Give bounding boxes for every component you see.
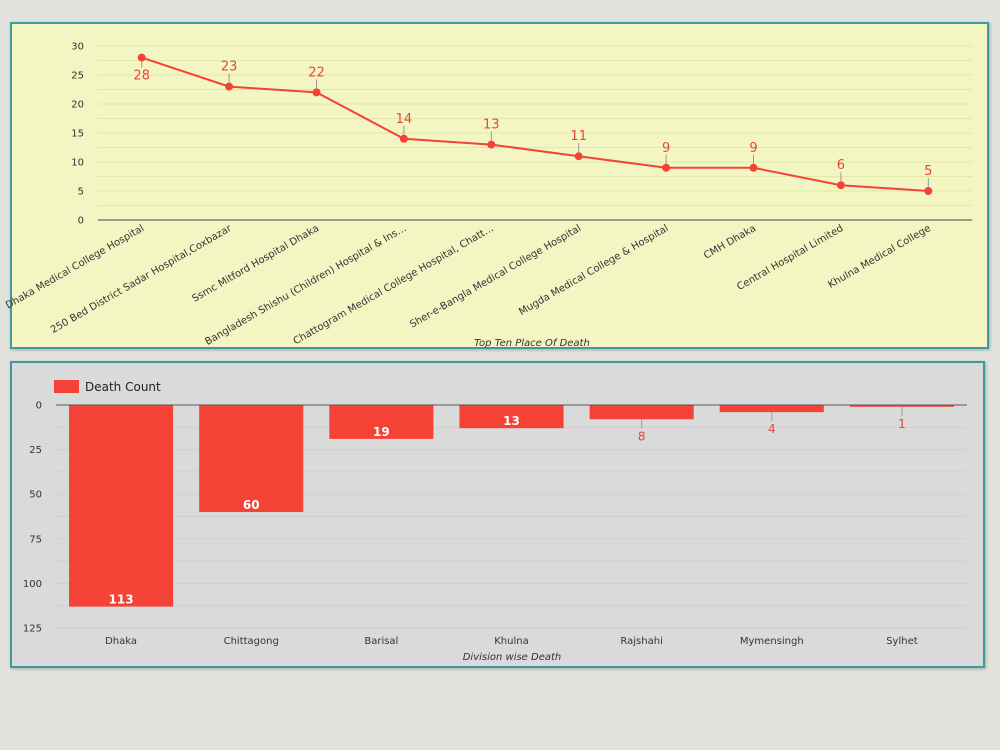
y-tick-label: 0 [78, 216, 84, 227]
data-point[interactable] [487, 140, 496, 149]
data-label: 23 [221, 60, 238, 75]
y-tick-label: 20 [71, 100, 84, 111]
bar-series [69, 405, 954, 607]
top-places-chart-panel: 0 5 10 15 20 25 30 28 23 22 14 13 11 9 9 6 5 Dhaka Medi… [4, 22, 989, 349]
x-category-label: Chittagong [224, 636, 279, 647]
bar-y-axis: 0 25 50 75 100 125 [23, 401, 42, 635]
x-category-label: Khulna [494, 636, 528, 647]
bar-data-label: 4 [768, 422, 776, 436]
bar-data-label: 1 [898, 417, 906, 431]
data-point[interactable] [749, 163, 758, 172]
x-category-label: Chattogram Medical College Hospital, Cha… [292, 223, 496, 347]
y-tick-label: 25 [71, 71, 84, 82]
y-tick-label: 25 [29, 445, 42, 456]
x-category-label: Rajshahi [620, 636, 662, 647]
bar[interactable] [199, 405, 304, 513]
bar-data-label: 60 [243, 498, 260, 512]
data-label: 11 [570, 129, 587, 144]
data-point[interactable] [399, 134, 408, 143]
x-category-label: CMH Dhaka [702, 223, 758, 262]
bar-chart-caption: Division wise Death [463, 652, 562, 663]
bar-x-axis-labels: Dhaka Chittagong Barisal Khulna Rajshahi Myme… [105, 636, 918, 647]
x-category-label: Sylhet [886, 636, 918, 647]
line-data-labels: 28 23 22 14 13 11 9 9 6 5 [133, 60, 932, 187]
x-category-label: Sher-e-Bangla Medical College Hospital [408, 223, 583, 330]
y-tick-label: 10 [71, 158, 84, 169]
bar-data-labels: 113 60 19 13 8 4 1 [109, 406, 906, 607]
data-label: 14 [396, 112, 413, 127]
x-category-label: Mugda Medical College & Hospital [517, 223, 670, 318]
y-tick-label: 100 [23, 579, 42, 590]
bar-data-label: 19 [373, 425, 390, 439]
x-category-label: Mymensingh [740, 636, 804, 647]
bar[interactable] [459, 405, 564, 429]
x-category-label: 250 Bed District Sadar Hospital,Coxbazar [49, 223, 234, 336]
data-point[interactable] [574, 152, 583, 161]
data-label: 28 [133, 69, 150, 84]
y-tick-label: 125 [23, 624, 42, 635]
division-bar-chart: Death Count 0 25 50 75 100 125 113 60 19 13 8 4 1 D… [23, 380, 967, 663]
bar[interactable] [69, 405, 174, 607]
data-label: 22 [308, 65, 325, 80]
line-gridlines [98, 45, 972, 206]
bar-data-label: 113 [109, 593, 134, 607]
y-tick-label: 75 [29, 534, 42, 545]
data-label: 6 [837, 158, 845, 173]
bar[interactable] [329, 405, 434, 439]
y-tick-label: 0 [36, 401, 42, 412]
x-category-label: Dhaka [105, 636, 137, 647]
bar[interactable] [589, 405, 694, 420]
data-point[interactable] [924, 187, 933, 195]
data-point[interactable] [137, 53, 146, 62]
legend-label: Death Count [85, 380, 161, 394]
bar[interactable] [719, 405, 824, 413]
y-tick-label: 15 [71, 129, 84, 140]
x-category-label: Dhaka Medical College Hospital [4, 223, 146, 311]
y-tick-label: 5 [78, 187, 84, 198]
data-point[interactable] [662, 163, 671, 172]
bar[interactable] [849, 405, 954, 407]
data-point[interactable] [836, 181, 845, 190]
data-label: 9 [662, 141, 670, 156]
line-y-axis: 0 5 10 15 20 25 30 [71, 42, 84, 227]
y-tick-label: 30 [71, 42, 84, 53]
line-series-points [137, 53, 933, 195]
data-label: 9 [749, 141, 757, 156]
legend-swatch [54, 380, 79, 393]
bar-gridlines [56, 426, 967, 629]
data-label: 13 [483, 118, 500, 133]
y-tick-label: 50 [29, 490, 42, 501]
bar-data-label: 8 [638, 429, 646, 443]
data-point[interactable] [312, 88, 321, 97]
data-point[interactable] [225, 82, 234, 91]
bar-data-label: 13 [503, 414, 520, 428]
data-label: 5 [924, 164, 932, 179]
line-chart-caption: Top Ten Place Of Death [474, 338, 590, 349]
division-deaths-chart-panel: Death Count 0 25 50 75 100 125 113 60 19 13 8 4 1 D… [10, 361, 985, 668]
x-category-label: Barisal [364, 636, 398, 647]
line-series-path [141, 56, 929, 192]
chart-legend: Death Count [54, 380, 161, 394]
top-places-line-chart: 0 5 10 15 20 25 30 28 23 22 14 13 11 9 9 6 5 Dhaka Medi… [4, 42, 972, 349]
